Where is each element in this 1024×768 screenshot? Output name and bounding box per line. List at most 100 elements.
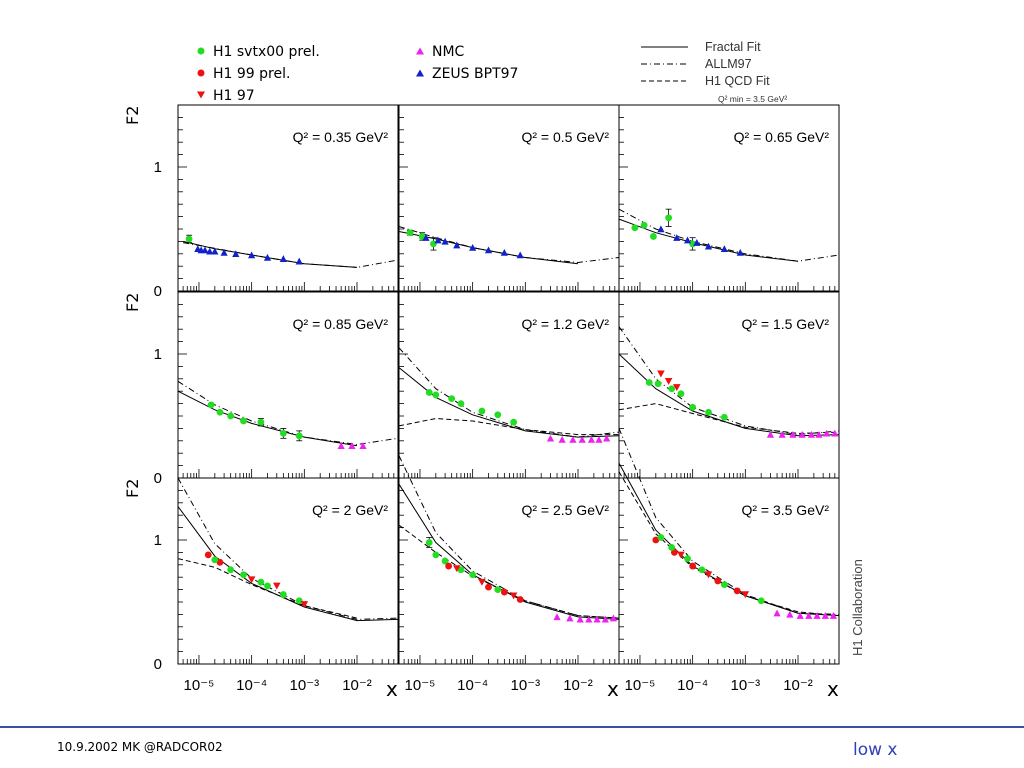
x-tick-label: 10⁻³ — [731, 677, 761, 694]
allm97-curve — [183, 242, 399, 268]
data-point-nmc — [815, 431, 823, 438]
data-point-svtx — [689, 403, 697, 411]
data-point-svtx — [657, 534, 665, 541]
data-point-nmc — [821, 612, 829, 619]
data-point-svtx — [668, 544, 676, 551]
data-point-h199 — [714, 577, 722, 585]
panel-8: 10⁻⁵ 10⁻⁴ 10⁻³ 10⁻² x Q² = 3.5 GeV² — [618, 428, 840, 701]
data-point-h199 — [204, 551, 212, 559]
data-point-zeus — [704, 242, 713, 250]
y-tick-label: 1 — [154, 532, 162, 549]
legend-marker-3 — [416, 47, 424, 55]
fractal-fit-curve — [618, 353, 840, 437]
x-tick-label: 10⁻² — [783, 677, 813, 694]
data-point-nmc — [569, 435, 577, 443]
x-axis-label: x — [386, 677, 398, 701]
data-point-zeus — [220, 248, 228, 256]
data-point-h199 — [445, 562, 453, 570]
data-point-svtx — [665, 214, 673, 222]
data-point-svtx — [650, 233, 657, 240]
y-tick-label: 0 — [154, 656, 162, 673]
data-point-zeus — [263, 253, 272, 261]
x-tick-label: 10⁻⁴ — [457, 677, 488, 694]
data-point-svtx — [640, 221, 648, 229]
data-point-nmc — [778, 431, 786, 438]
x-axis-label: x — [827, 677, 839, 701]
y-axis-label: F2 — [123, 293, 142, 312]
data-point-nmc — [773, 609, 781, 617]
legend: H1 svtx00 prel. H1 99 prel. H1 97 NMC ZEUS B… — [197, 40, 787, 104]
data-point-h199 — [500, 588, 508, 596]
x-tick-label: 10⁻⁴ — [236, 677, 267, 694]
data-point-svtx — [469, 571, 477, 579]
panel-title: Q² = 2.5 GeV² — [521, 502, 609, 518]
data-point-nmc — [609, 614, 618, 622]
data-point-zeus — [279, 255, 287, 262]
data-point-svtx — [227, 566, 235, 574]
data-point-svtx — [510, 418, 518, 426]
h1-qcd-fit-curve — [177, 558, 358, 619]
data-point-h197 — [300, 601, 309, 609]
footer-divider — [0, 726, 1024, 728]
data-point-h197 — [478, 578, 486, 586]
data-point-h197 — [704, 571, 713, 579]
fractal-fit-curve — [177, 390, 358, 447]
panel-7: 10⁻⁵ 10⁻⁴ 10⁻³ 10⁻² x Q² = 2.5 GeV² — [398, 455, 620, 701]
data-point-nmc — [805, 612, 813, 619]
footer-topic: low x — [853, 740, 898, 760]
panels: 0 1 F2 Q² = 0.35 GeV² Q² = 0.5 GeV² Q² = 0.65… — [123, 104, 840, 701]
panel-2: Q² = 0.65 GeV² — [618, 104, 840, 292]
data-point-svtx — [494, 411, 502, 419]
data-point-svtx — [677, 390, 685, 398]
data-point-svtx — [406, 229, 414, 237]
fractal-fit-curve — [398, 367, 620, 438]
data-point-svtx — [425, 539, 433, 546]
x-tick-label: 10⁻⁵ — [184, 677, 215, 694]
data-point-svtx — [668, 385, 676, 393]
data-point-h197 — [672, 384, 681, 392]
f2-chart-grid: H1 svtx00 prel. H1 99 prel. H1 97 NMC ZEUS B… — [123, 40, 865, 701]
data-point-nmc — [348, 442, 356, 449]
panel-0: 0 1 F2 Q² = 0.35 GeV² — [123, 104, 399, 300]
fractal-fit-curve — [618, 462, 840, 617]
legend-marker-1 — [197, 69, 205, 77]
data-point-nmc — [546, 434, 555, 442]
data-point-h199 — [216, 558, 224, 566]
allm97-curve — [177, 477, 399, 620]
data-point-zeus — [736, 248, 744, 256]
data-point-h199 — [516, 596, 524, 603]
data-point-nmc — [813, 612, 821, 619]
data-point-svtx — [720, 413, 728, 421]
y-tick-label: 0 — [154, 470, 162, 487]
data-point-nmc — [593, 615, 601, 623]
data-point-nmc — [786, 610, 794, 618]
data-point-zeus — [441, 237, 449, 245]
data-point-svtx — [654, 380, 662, 388]
panel-title: Q² = 0.35 GeV² — [293, 129, 389, 145]
legend-marker-4 — [416, 69, 424, 77]
data-point-svtx — [227, 412, 235, 420]
data-point-zeus — [469, 244, 477, 251]
data-point-nmc — [566, 614, 574, 622]
data-point-nmc — [823, 429, 831, 437]
x-tick-label: 10⁻² — [563, 677, 593, 694]
data-point-nmc — [553, 613, 561, 621]
panel-frame — [618, 477, 840, 665]
legend-label-1: H1 99 prel. — [213, 66, 290, 82]
data-point-zeus — [453, 241, 461, 249]
data-point-svtx — [684, 555, 691, 562]
data-point-svtx — [279, 591, 287, 598]
data-point-zeus — [673, 234, 681, 241]
data-point-svtx — [264, 582, 271, 590]
data-point-nmc — [829, 612, 838, 619]
side-label: H1 Collaboration — [850, 559, 865, 656]
data-point-h199 — [689, 562, 697, 570]
data-point-zeus — [211, 247, 219, 255]
panel-title: Q² = 0.5 GeV² — [521, 129, 609, 145]
data-point-zeus — [500, 248, 508, 256]
data-point-zeus — [232, 250, 240, 257]
data-point-nmc — [807, 431, 816, 438]
data-point-zeus — [683, 236, 692, 244]
y-tick-label: 1 — [154, 159, 162, 176]
data-point-zeus — [295, 257, 303, 265]
